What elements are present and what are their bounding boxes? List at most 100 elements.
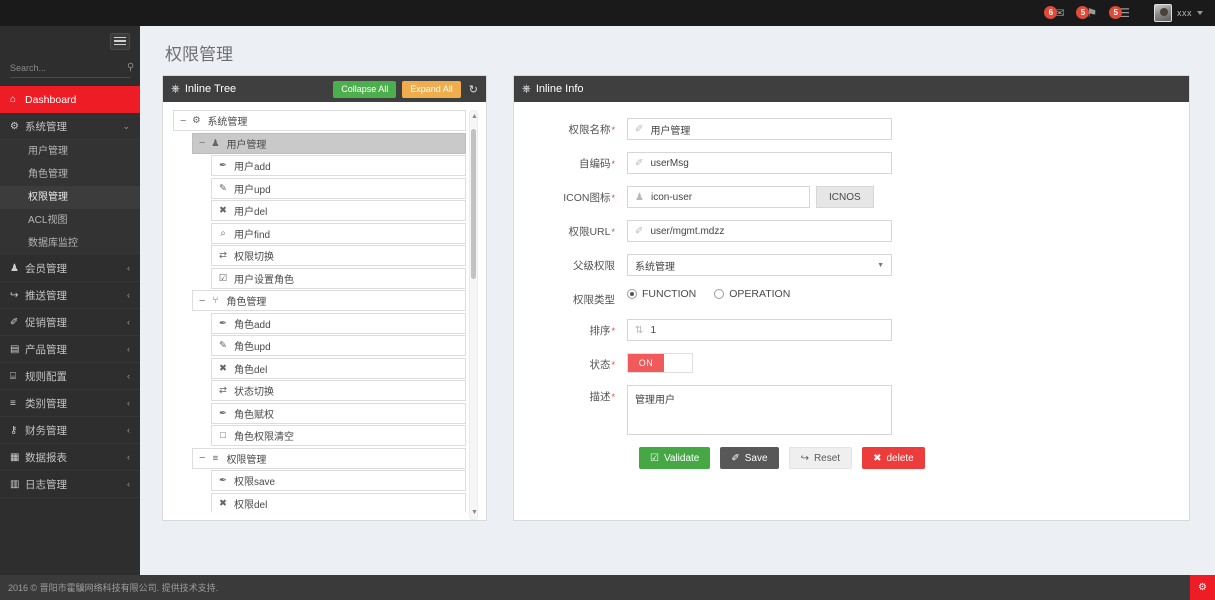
alerts-notification[interactable]: 5 ☰ [1109, 6, 1134, 19]
sidebar-item-dashboard[interactable]: ⌂ Dashboard [0, 86, 140, 113]
minus-icon[interactable]: − [199, 294, 206, 307]
radio-operation-label: OPERATION [729, 288, 791, 300]
box-icon: ▤ [10, 343, 20, 355]
flag-icon: ⚑ [1086, 6, 1098, 20]
tree-node[interactable]: ⇄ 状态切换 [211, 380, 466, 401]
sidebar-item-system-management[interactable]: ⚙ 系统管理 ⌄ [0, 113, 140, 140]
description-control: 管理用户 [627, 385, 1189, 435]
order-input-wrap[interactable]: ⇅ [627, 319, 892, 341]
icon-input[interactable] [650, 191, 802, 203]
description-textarea[interactable]: 管理用户 [627, 385, 892, 435]
user-icon: ♟ [10, 262, 19, 274]
sidebar-item-data-report[interactable]: ▦ 数据报表 ‹ [0, 444, 140, 471]
parent-permission-value: 系统管理 [635, 261, 675, 273]
expand-all-button[interactable]: Expand All [402, 80, 461, 98]
inline-info-panel: ⎈ Inline Info 权限名称* ✐ [513, 75, 1190, 521]
sidebar-subitem-acl-view[interactable]: ACL视图 [28, 215, 68, 226]
footer-settings-button[interactable]: ⚙ [1190, 575, 1215, 600]
permission-code-input-wrap[interactable]: ✐ [627, 152, 892, 174]
tree-node[interactable]: ✖ 权限del [211, 492, 466, 512]
radio-function[interactable]: FUNCTION [627, 288, 696, 300]
tree-node[interactable]: ✒ 角色赋权 [211, 402, 466, 424]
list-icon: ≡ [10, 397, 16, 409]
tree-node[interactable]: ☑ 用户设置角色 [211, 267, 466, 289]
radio-dot-icon[interactable] [627, 289, 637, 299]
sidebar-search[interactable]: ⚲ [10, 58, 134, 78]
tree-node[interactable]: □ 角色权限清空 [211, 425, 466, 446]
scroll-down-icon[interactable]: ▼ [471, 509, 478, 516]
tree-node[interactable]: ✖ 用户del [211, 200, 466, 221]
tree-node[interactable]: ✎ 用户upd [211, 177, 466, 199]
permission-name-input[interactable] [650, 123, 884, 135]
hamburger-icon[interactable] [110, 32, 130, 50]
tree-node-label: 角色add [234, 319, 271, 331]
sidebar-item-finance-management[interactable]: ⚷ 财务管理 ‹ [0, 417, 140, 444]
form-action-buttons: ☑ Validate ✐ Save ↪ Reset ✖ [514, 447, 1189, 469]
tree-node[interactable]: ✒ 权限save [211, 470, 466, 491]
permission-code-control: ✐ [627, 152, 1189, 174]
scroll-up-icon[interactable]: ▲ [471, 113, 478, 120]
sidebar-item-promotion-management[interactable]: ✐ 促销管理 ‹ [0, 309, 140, 336]
tree-node[interactable]: ⇄ 权限切换 [211, 245, 466, 266]
required-mark: * [611, 360, 615, 370]
icnos-button[interactable]: ICNOS [816, 186, 874, 208]
refresh-icon[interactable]: ↻ [468, 83, 478, 96]
sidebar-item-push-management[interactable]: ↪ 推送管理 ‹ [0, 282, 140, 309]
permission-code-input[interactable] [650, 157, 884, 169]
tree-node[interactable]: − ♟ 用户管理 [192, 132, 466, 154]
permission-url-input-wrap[interactable]: ✐ [627, 220, 892, 242]
sidebar-subitem-db-monitor[interactable]: 数据库监控 [28, 238, 78, 249]
sidebar-item-category-management[interactable]: ≡ 类别管理 ‹ [0, 390, 140, 417]
parent-permission-select[interactable]: 系统管理 ▼ [627, 254, 892, 276]
radio-operation[interactable]: OPERATION [714, 288, 790, 300]
user-menu[interactable]: xxx [1150, 0, 1209, 26]
order-input[interactable] [650, 324, 884, 336]
tree-node[interactable]: ✖ 角色del [211, 357, 466, 379]
status-label: 状态* [514, 353, 627, 372]
sidebar-item-log-management[interactable]: ▥ 日志管理 ‹ [0, 471, 140, 498]
sidebar-item-label: 系统管理 [25, 120, 67, 133]
permission-name-input-wrap[interactable]: ✐ [627, 118, 892, 140]
search-input[interactable] [10, 62, 127, 73]
sidebar-item-product-management[interactable]: ▤ 产品管理 ‹ [0, 336, 140, 363]
tree-node[interactable]: ✒ 用户add [211, 155, 466, 176]
sidebar-item-label: Dashboard [25, 93, 77, 106]
sidebar-subitem-user-management[interactable]: 用户管理 [28, 146, 68, 157]
tree-node[interactable]: ✎ 角色upd [211, 335, 466, 356]
save-button[interactable]: ✐ Save [720, 447, 779, 469]
tree-node[interactable]: − ⑂ 角色管理 [192, 290, 466, 311]
search-icon[interactable]: ⚲ [127, 62, 135, 73]
sidebar-item-label: 财务管理 [25, 424, 67, 437]
reset-button[interactable]: ↪ Reset [788, 447, 853, 469]
messages-badge: 6 [1044, 6, 1058, 19]
chevron-left-icon: ‹ [127, 371, 130, 381]
delete-button[interactable]: ✖ delete [862, 447, 925, 469]
tree-scrollbar[interactable]: ▲ ▼ [469, 110, 478, 520]
tree-node[interactable]: − ≡ 权限管理 [192, 447, 466, 469]
status-toggle[interactable]: ON [627, 353, 693, 373]
minus-icon[interactable]: − [180, 114, 187, 127]
share-icon: ↪ [10, 289, 19, 301]
sidebar-item-rule-config[interactable]: ⌸ 规则配置 ‹ [0, 363, 140, 390]
required-mark: * [611, 159, 615, 169]
minus-icon[interactable]: − [199, 137, 206, 149]
tasks-notification[interactable]: 5 ⚑ [1076, 6, 1101, 20]
sidebar-subitem-role-management[interactable]: 角色管理 [28, 169, 68, 180]
tree-node[interactable]: ✒ 角色add [211, 312, 466, 334]
tree-node-label: 系统管理 [207, 117, 248, 128]
messages-notification[interactable]: 6 ✉ [1044, 6, 1068, 19]
sidebar-subitem-permission-management[interactable]: 权限管理 [0, 186, 140, 209]
tree-node[interactable]: − ⚙ 系统管理 [173, 110, 466, 131]
scrollbar-thumb[interactable] [471, 129, 476, 279]
permission-url-input[interactable] [650, 225, 884, 237]
minus-icon[interactable]: − [199, 452, 206, 464]
pencil-icon: ✐ [10, 316, 19, 328]
icon-input-wrap[interactable]: ♟ [627, 186, 810, 208]
sidebar-item-member-management[interactable]: ♟ 会员管理 ‹ [0, 255, 140, 282]
collapse-all-button[interactable]: Collapse All [333, 80, 397, 98]
tree-node[interactable]: ⌕ 用户find [211, 222, 466, 244]
table-icon: ⌸ [10, 370, 16, 382]
validate-button[interactable]: ☑ Validate [639, 447, 711, 469]
key-icon: ⚷ [10, 424, 18, 436]
radio-dot-icon[interactable] [714, 289, 725, 299]
